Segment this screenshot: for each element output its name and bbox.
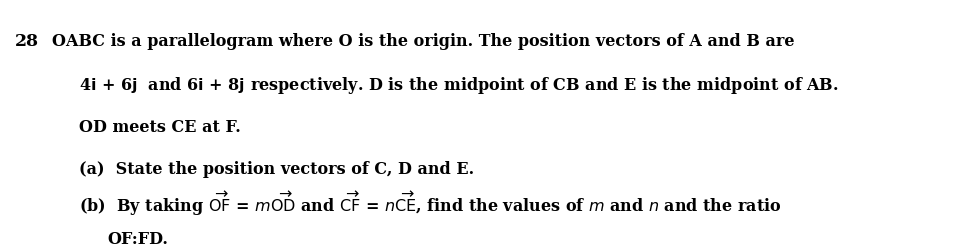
Text: (a)  State the position vectors of C, D and E.: (a) State the position vectors of C, D a… [79,161,474,178]
Text: 4$\mathbf{i}$ + 6$\mathbf{j}$  and 6$\mathbf{i}$ + 8$\mathbf{j}$ respectively. D: 4$\mathbf{i}$ + 6$\mathbf{j}$ and 6$\mat… [79,74,839,96]
Text: OF:FD.: OF:FD. [108,230,169,247]
Text: OD meets CE at F.: OD meets CE at F. [79,119,241,136]
Text: 28: 28 [14,33,39,50]
Text: OABC is a parallelogram where O is the origin. The position vectors of A and B a: OABC is a parallelogram where O is the o… [52,33,794,50]
Text: (b)  By taking $\overrightarrow{\mathrm{OF}}$ = $m\overrightarrow{\mathrm{OD}}$ : (b) By taking $\overrightarrow{\mathrm{O… [79,188,781,217]
